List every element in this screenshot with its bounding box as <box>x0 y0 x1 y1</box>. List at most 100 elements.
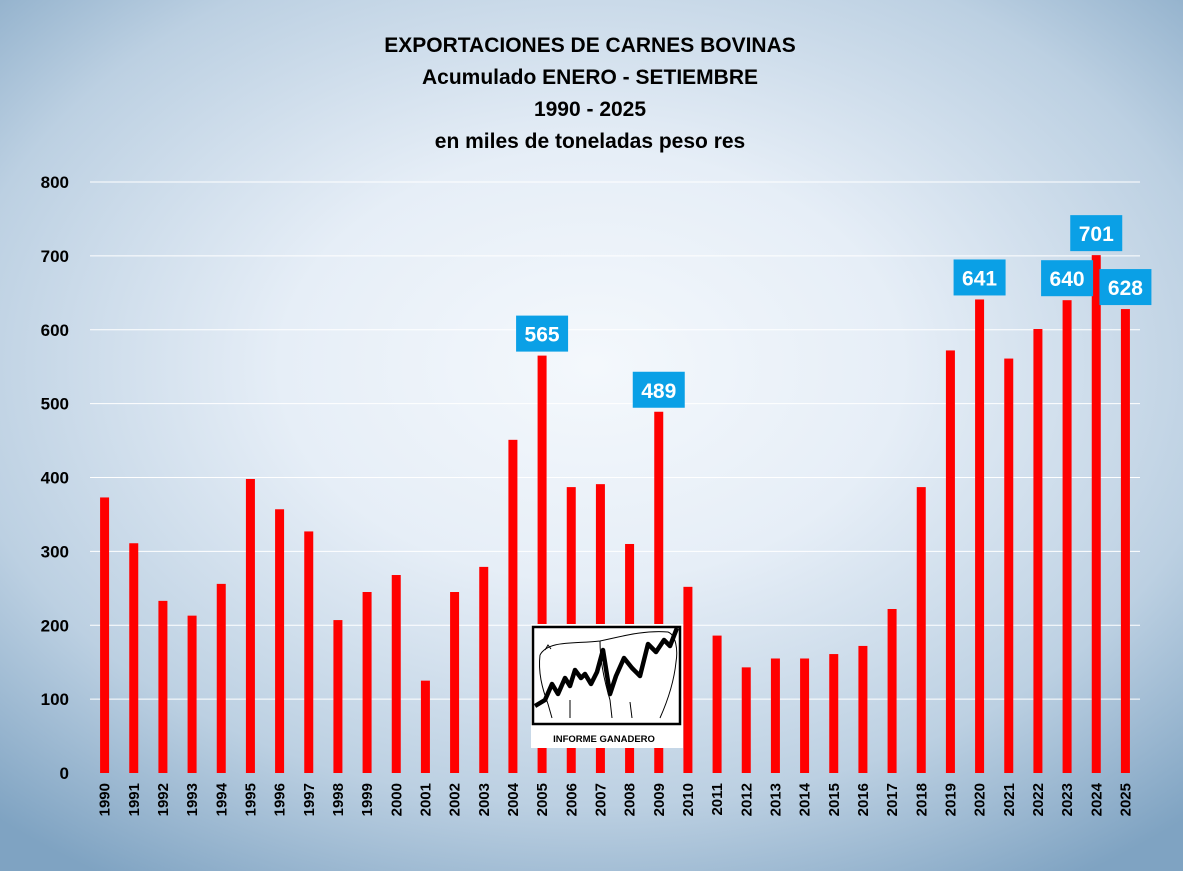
bar-1993 <box>187 615 197 773</box>
bar-2018 <box>916 487 926 773</box>
informe-ganadero-logo: INFORME GANADERO <box>531 624 683 748</box>
bar-2010 <box>683 586 693 773</box>
x-tick-label: 2007 <box>592 783 609 816</box>
data-label-box <box>1099 269 1152 306</box>
x-tick-label: 2017 <box>884 783 901 816</box>
y-tick-label: 800 <box>41 173 69 192</box>
bar-2005 <box>537 355 547 773</box>
bar-2024 <box>1091 255 1101 774</box>
title-line-2: Acumulado ENERO - SETIEMBRE <box>422 66 758 89</box>
data-labels: 565 489 641 640 701 628 <box>516 215 1152 408</box>
y-tick-label: 500 <box>41 395 69 414</box>
x-tick-label: 1994 <box>213 782 230 816</box>
title-line-3: 1990 - 2025 <box>534 98 646 121</box>
y-tick-label: 300 <box>41 542 69 561</box>
x-tick-label: 2010 <box>680 783 697 816</box>
x-tick-label: 2019 <box>942 783 959 816</box>
y-tick-label: 700 <box>41 247 69 266</box>
bar-1994 <box>216 583 226 773</box>
data-label-2020: 641 <box>953 259 1006 296</box>
x-tick-label: 2008 <box>622 783 639 816</box>
data-label-text: 565 <box>525 324 560 347</box>
bar-2022 <box>1033 329 1043 773</box>
y-tick-label: 100 <box>41 690 69 709</box>
x-tick-label: 1997 <box>301 783 318 816</box>
y-tick-label: 400 <box>41 469 69 488</box>
bar-2004 <box>508 439 518 773</box>
bar-1999 <box>362 592 372 773</box>
x-tick-label: 1998 <box>330 783 347 816</box>
data-label-box <box>516 315 569 352</box>
x-tick-label: 2021 <box>1001 783 1018 816</box>
bar-2017 <box>887 608 897 773</box>
trend-line-icon <box>533 627 680 708</box>
data-label-2023: 640 <box>1041 260 1094 297</box>
x-tick-label: 1990 <box>97 783 114 816</box>
x-tick-label: 1993 <box>184 783 201 816</box>
y-axis-tick-labels: 0 100 200 300 400 500 600 700 800 <box>41 173 69 783</box>
bar-1996 <box>275 509 285 773</box>
x-tick-label: 2002 <box>447 783 464 816</box>
x-tick-label: 1996 <box>272 783 289 816</box>
bar-2016 <box>858 645 868 773</box>
bar-2015 <box>829 654 839 773</box>
x-tick-label: 2011 <box>709 783 726 816</box>
logo-caption: INFORME GANADERO <box>553 734 655 745</box>
x-tick-label: 1999 <box>359 783 376 816</box>
bar-1991 <box>129 543 139 773</box>
x-tick-label: 2004 <box>505 782 522 816</box>
y-tick-label: 600 <box>41 321 69 340</box>
x-tick-label: 2016 <box>855 783 872 816</box>
bar-2014 <box>800 658 810 773</box>
data-label-2009: 489 <box>632 371 685 408</box>
data-label-box <box>1041 260 1094 297</box>
x-tick-label: 2024 <box>1088 782 1105 816</box>
data-label-text: 489 <box>641 380 676 403</box>
data-label-box <box>632 371 685 408</box>
data-label-text: 640 <box>1050 268 1085 291</box>
data-label-text: 641 <box>962 267 997 290</box>
bar-1995 <box>245 478 255 773</box>
bar-2025 <box>1120 309 1130 773</box>
bar-2000 <box>391 575 401 773</box>
x-tick-label: 2012 <box>738 783 755 816</box>
x-tick-label: 1991 <box>126 783 143 816</box>
x-tick-label: 1992 <box>155 783 172 816</box>
bar-2003 <box>479 566 489 773</box>
x-tick-label: 2014 <box>797 782 814 816</box>
x-axis-tick-labels: 1990 1991 1992 1993 1994 1995 1996 1997 1998 1999… <box>97 782 1135 816</box>
bar-2013 <box>770 658 780 773</box>
bar-2011 <box>712 635 722 773</box>
bar-2023 <box>1062 300 1072 773</box>
data-label-box <box>1070 215 1123 252</box>
bar-1997 <box>304 531 314 773</box>
gridlines <box>90 181 1140 700</box>
x-tick-label: 2023 <box>1059 783 1076 816</box>
data-label-2025: 628 <box>1099 269 1152 306</box>
bar-2002 <box>450 592 460 773</box>
title-line-1: EXPORTACIONES DE CARNES BOVINAS <box>384 34 796 57</box>
x-tick-label: 2025 <box>1117 783 1134 816</box>
bar-1998 <box>333 620 343 773</box>
x-tick-label: 2020 <box>972 783 989 816</box>
data-label-text: 701 <box>1079 223 1114 246</box>
bar-2021 <box>1004 358 1014 773</box>
x-tick-label: 2015 <box>826 783 843 816</box>
data-label-text: 628 <box>1108 277 1143 300</box>
x-tick-label: 2022 <box>1030 783 1047 816</box>
chart-title: EXPORTACIONES DE CARNES BOVINAS Acumulad… <box>384 34 796 153</box>
logo-frame <box>531 625 682 726</box>
x-tick-label: 2001 <box>417 783 434 816</box>
x-tick-label: 2009 <box>651 783 668 816</box>
data-label-2005: 565 <box>516 315 569 352</box>
bar-2020 <box>975 299 985 773</box>
x-tick-label: 2003 <box>476 783 493 816</box>
x-tick-label: 2013 <box>767 783 784 816</box>
bar-2009 <box>654 411 664 773</box>
x-tick-label: 1995 <box>242 783 259 816</box>
bar-1990 <box>100 497 110 773</box>
bar-2019 <box>945 350 955 773</box>
data-label-box <box>953 259 1006 296</box>
bar-2001 <box>420 680 430 773</box>
